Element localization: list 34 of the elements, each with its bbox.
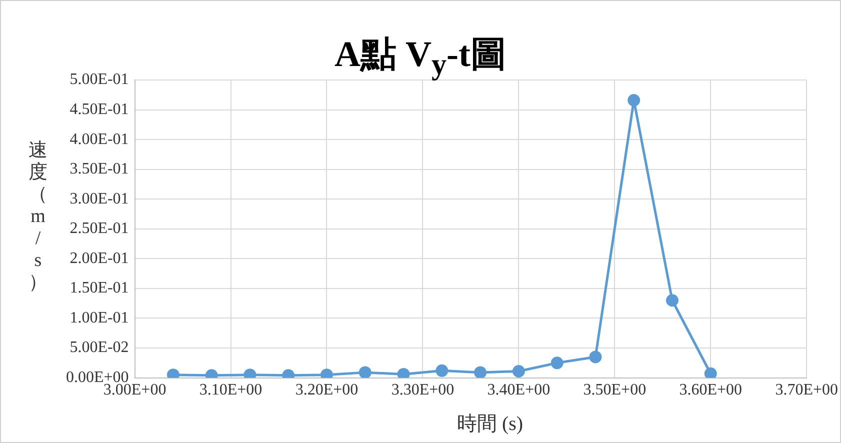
point: [628, 94, 640, 106]
y-tick-label: 5.00E-01: [70, 71, 129, 88]
x-tick-label: 3.40E+00: [487, 382, 550, 399]
point: [550, 356, 564, 370]
point: [436, 364, 448, 377]
x-tick-label: 3.10E+00: [199, 382, 262, 399]
x-tick-label: 3.20E+00: [295, 382, 358, 399]
chart-title: A點 V$_{y}$-t圖: [334, 34, 506, 82]
x-axis-title: 時間 (s): [456, 412, 524, 437]
x-tick-label: 3.60E+00: [679, 382, 742, 399]
point: [589, 350, 602, 364]
y-tick-label: 2.50E-01: [70, 220, 129, 238]
point: [166, 368, 180, 378]
point: [512, 365, 525, 378]
x-tick-label: 3.30E+00: [391, 382, 454, 399]
point: [397, 368, 410, 378]
y-tick-label: 3.00E-01: [70, 190, 129, 208]
y-tick-label: 5.00E-02: [70, 339, 129, 356]
point: [704, 367, 717, 378]
y-tick-label: 1.00E-01: [70, 309, 129, 326]
point: [320, 368, 333, 378]
x-tick-label: 3.00E+00: [103, 382, 166, 399]
x-tick-label: 3.50E+00: [583, 382, 646, 399]
y-tick-label: 3.50E-01: [70, 160, 129, 178]
y-tick-label: 4.50E-01: [70, 100, 129, 118]
point: [474, 366, 487, 378]
y-tick-label: 2.00E-01: [70, 250, 129, 267]
point: [244, 368, 256, 378]
x-tick-label: 3.70E+00: [775, 382, 838, 399]
point: [666, 294, 678, 307]
y-tick-label: 4.00E-01: [70, 130, 129, 148]
y-axis-title: 速度（m/s）: [28, 140, 48, 294]
y-tick-label: 1.50E-01: [70, 280, 129, 297]
point: [358, 366, 372, 378]
